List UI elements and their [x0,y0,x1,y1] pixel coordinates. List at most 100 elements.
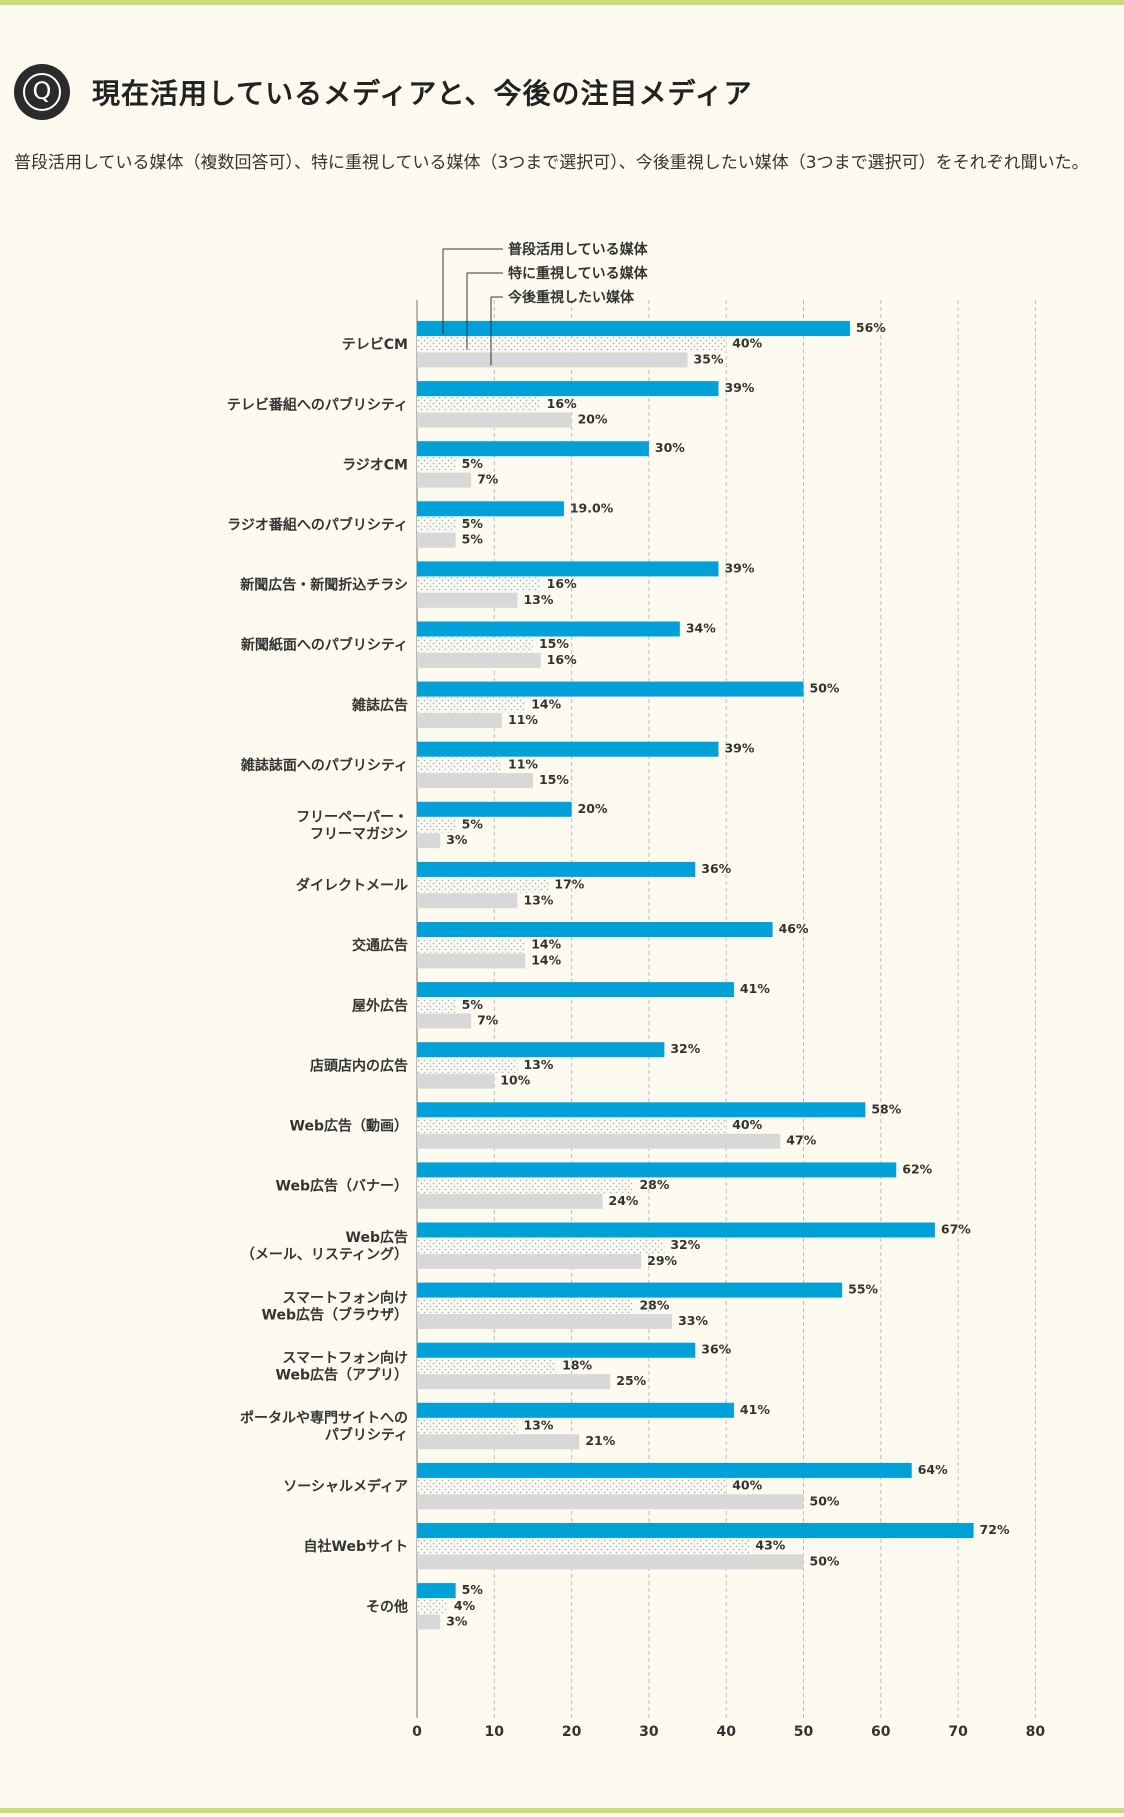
x-tick-label: 10 [485,1724,505,1740]
data-label: 21% [585,1433,615,1448]
category-label: 雑誌広告 [351,697,408,714]
data-label: 41% [740,981,770,996]
bar [417,501,564,517]
bar [417,697,526,713]
category-label: ポータルや専門サイトへの [240,1410,408,1427]
category-label: 交通広告 [352,937,408,954]
x-tick-label: 0 [412,1724,422,1740]
category-label: Web広告（バナー） [276,1178,408,1195]
category-label: スマートフォン向け [282,1349,408,1366]
data-label: 13% [523,1057,553,1072]
data-label: 41% [740,1402,770,1417]
data-label: 13% [523,1418,553,1433]
category-label: 店頭店内の広告 [310,1057,408,1074]
category-label: テレビ番組へのパブリシティ [227,396,408,413]
bar [417,922,773,937]
bar [417,1418,518,1434]
data-label: 15% [539,636,569,651]
data-label: 15% [539,772,569,787]
bar [417,1253,642,1269]
category-label: ダイレクトメール [296,877,408,894]
bar [417,953,526,969]
bar [417,1013,472,1029]
bar [417,1042,665,1058]
bar [417,1282,843,1298]
bar [417,412,572,428]
data-label: 67% [941,1222,971,1237]
bar [417,997,456,1013]
category-label: （メール、リスティング） [241,1246,408,1263]
data-label: 10% [500,1073,530,1088]
bar [417,1073,495,1089]
page-subtitle: 普段活用している媒体（複数回答可）、特に重視している媒体（3つまで選択可）、今後… [14,153,1089,173]
data-label: 29% [647,1253,677,1268]
bar [417,637,533,653]
category-label: ラジオCM [342,457,408,473]
bar [417,1162,897,1178]
data-label: 30% [655,440,685,455]
bar [417,517,456,532]
bar [417,893,518,909]
bar [417,1402,734,1418]
bar [417,1434,580,1450]
category-label: ソーシャルメディア [283,1478,408,1495]
bar [417,817,456,833]
bar [417,982,734,998]
category-label: その他 [366,1598,408,1615]
x-tick-label: 50 [794,1724,814,1740]
bar [417,381,719,397]
bar [417,1342,696,1358]
bar [417,1057,518,1073]
bar [417,1598,448,1614]
data-label: 55% [848,1282,878,1297]
bar [417,1298,634,1314]
data-label: 72% [980,1522,1010,1537]
x-tick-label: 80 [1026,1724,1046,1740]
bar [417,801,572,817]
data-label: 17% [554,877,584,892]
bar [417,773,533,789]
bar [417,1102,866,1118]
data-label: 28% [639,1177,669,1192]
bar [417,1133,781,1149]
data-label: 20% [578,412,608,427]
bar [417,1118,727,1133]
data-label: 47% [786,1133,816,1148]
data-label: 62% [902,1161,932,1176]
bar [417,352,688,368]
data-label: 7% [477,472,499,487]
bar [417,757,503,773]
data-label: 36% [701,1342,731,1357]
data-label: 40% [732,1117,762,1132]
category-label: スマートフォン向け [282,1289,408,1306]
bar [417,321,850,336]
category-label: フリーマガジン [310,827,408,843]
data-label: 46% [779,921,809,936]
data-label: 40% [732,1478,762,1493]
data-label: 16% [547,396,577,411]
data-label: 13% [523,592,553,607]
bar [417,592,518,608]
data-label: 11% [508,712,538,727]
x-tick-label: 30 [639,1724,659,1740]
category-label: 屋外広告 [352,997,408,1014]
data-label: 39% [724,380,754,395]
data-label: 25% [616,1373,646,1388]
data-label: 5% [462,532,484,547]
data-label: 20% [578,801,608,816]
bar [417,472,472,488]
bar [417,1538,750,1554]
bar [417,1523,974,1538]
page-title: 現在活用しているメディアと、今後の注目メディア [92,77,753,110]
data-label: 16% [547,576,577,591]
legend-entry: 特に重視している媒体 [508,265,649,282]
data-label: 32% [670,1237,700,1252]
bar [417,741,719,757]
top-rule [0,0,1124,5]
bar [417,1238,665,1254]
data-label: 5% [462,997,484,1012]
category-label: Web広告（アプリ） [276,1366,408,1383]
data-label: 35% [694,351,724,366]
